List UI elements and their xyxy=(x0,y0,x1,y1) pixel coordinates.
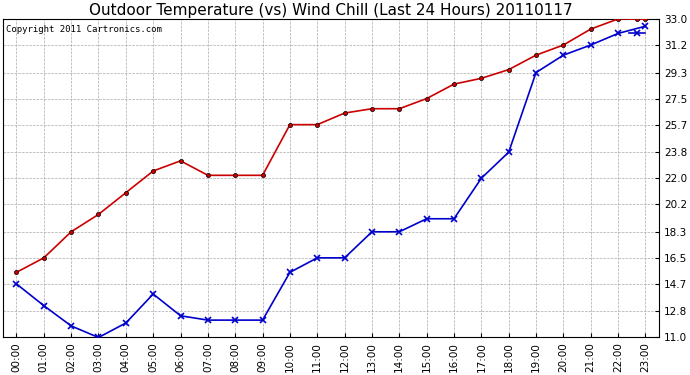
Title: Outdoor Temperature (vs) Wind Chill (Last 24 Hours) 20110117: Outdoor Temperature (vs) Wind Chill (Las… xyxy=(89,3,573,18)
Text: Copyright 2011 Cartronics.com: Copyright 2011 Cartronics.com xyxy=(6,26,162,34)
